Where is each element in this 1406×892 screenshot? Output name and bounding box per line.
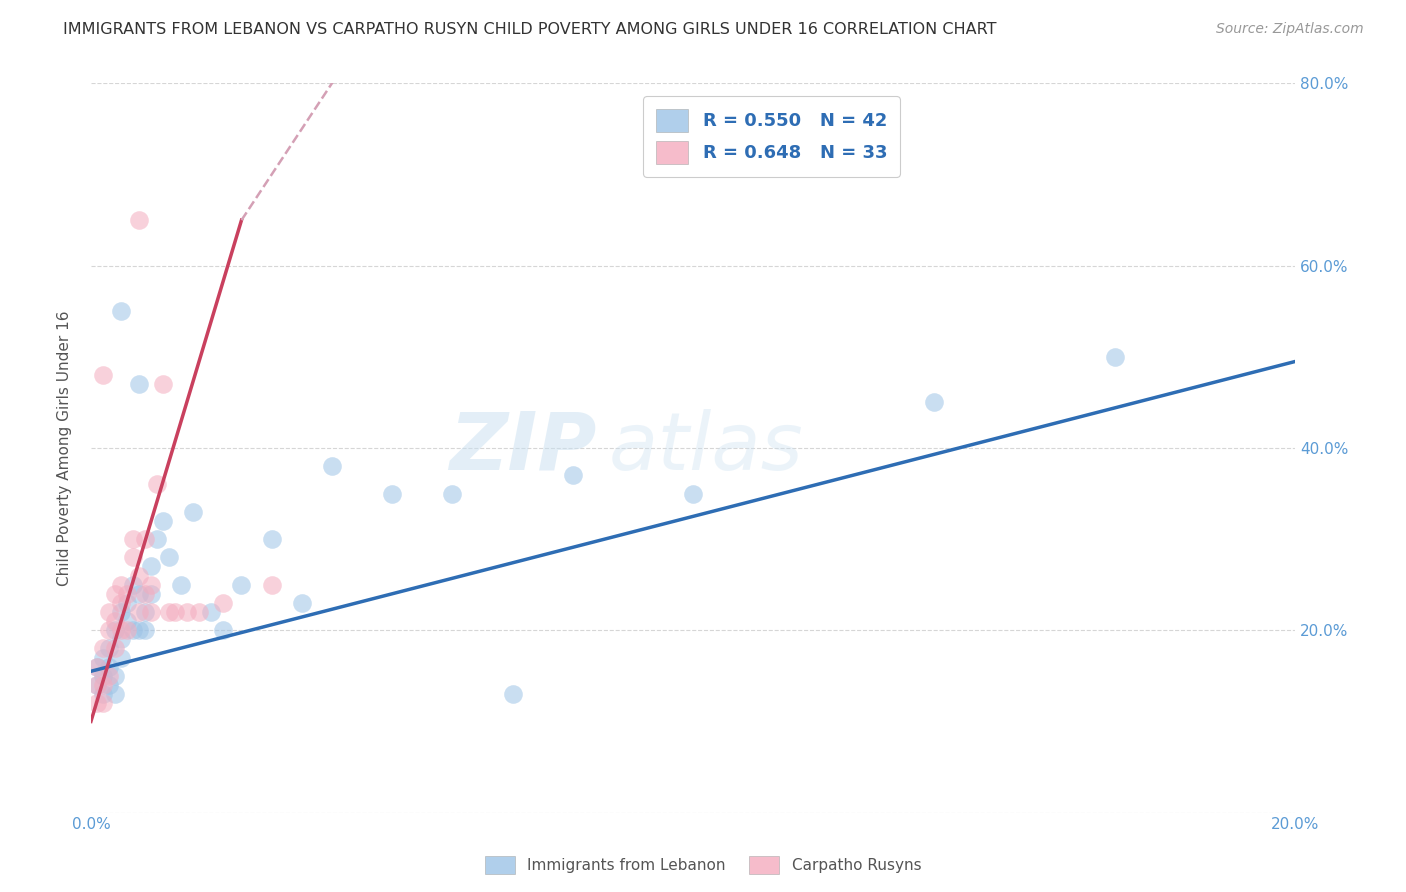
Point xyxy=(141,577,163,591)
Point xyxy=(86,678,108,692)
Point xyxy=(98,605,121,619)
Point xyxy=(134,624,156,638)
Point xyxy=(122,624,145,638)
Point xyxy=(321,459,343,474)
Point xyxy=(141,587,163,601)
Point xyxy=(104,669,127,683)
Point xyxy=(157,605,180,619)
Point xyxy=(146,532,169,546)
Legend: R = 0.550   N = 42, R = 0.648   N = 33: R = 0.550 N = 42, R = 0.648 N = 33 xyxy=(643,96,900,177)
Point xyxy=(1104,350,1126,364)
Legend: Immigrants from Lebanon, Carpatho Rusyns: Immigrants from Lebanon, Carpatho Rusyns xyxy=(478,850,928,880)
Point xyxy=(200,605,222,619)
Text: atlas: atlas xyxy=(609,409,804,487)
Point xyxy=(91,669,114,683)
Point xyxy=(157,550,180,565)
Point xyxy=(152,377,174,392)
Point xyxy=(115,596,138,610)
Point xyxy=(98,659,121,673)
Point xyxy=(86,696,108,710)
Text: ZIP: ZIP xyxy=(450,409,596,487)
Point xyxy=(212,596,235,610)
Point xyxy=(561,468,583,483)
Point xyxy=(115,624,138,638)
Point xyxy=(502,687,524,701)
Point xyxy=(682,486,704,500)
Point xyxy=(115,587,138,601)
Point xyxy=(104,624,127,638)
Point xyxy=(98,624,121,638)
Point xyxy=(188,605,211,619)
Point xyxy=(91,650,114,665)
Point xyxy=(922,395,945,409)
Point xyxy=(86,678,108,692)
Point xyxy=(291,596,314,610)
Point xyxy=(170,577,193,591)
Point xyxy=(134,532,156,546)
Point xyxy=(231,577,253,591)
Point xyxy=(110,650,132,665)
Point xyxy=(146,477,169,491)
Point xyxy=(104,687,127,701)
Point xyxy=(91,687,114,701)
Y-axis label: Child Poverty Among Girls Under 16: Child Poverty Among Girls Under 16 xyxy=(58,310,72,586)
Point xyxy=(152,514,174,528)
Point xyxy=(110,596,132,610)
Point xyxy=(176,605,198,619)
Point xyxy=(122,577,145,591)
Point xyxy=(122,532,145,546)
Point xyxy=(128,605,150,619)
Point xyxy=(165,605,187,619)
Point xyxy=(110,304,132,318)
Point xyxy=(86,659,108,673)
Point xyxy=(91,368,114,382)
Point xyxy=(260,532,283,546)
Point xyxy=(128,587,150,601)
Point xyxy=(98,678,121,692)
Point xyxy=(128,377,150,392)
Point xyxy=(381,486,404,500)
Point xyxy=(104,641,127,656)
Point xyxy=(128,568,150,582)
Point xyxy=(86,659,108,673)
Point xyxy=(91,696,114,710)
Point xyxy=(122,550,145,565)
Point xyxy=(110,624,132,638)
Point xyxy=(104,614,127,628)
Point xyxy=(141,559,163,574)
Point xyxy=(134,587,156,601)
Point xyxy=(104,587,127,601)
Text: IMMIGRANTS FROM LEBANON VS CARPATHO RUSYN CHILD POVERTY AMONG GIRLS UNDER 16 COR: IMMIGRANTS FROM LEBANON VS CARPATHO RUSY… xyxy=(63,22,997,37)
Point xyxy=(260,577,283,591)
Point xyxy=(98,669,121,683)
Point xyxy=(212,624,235,638)
Point xyxy=(110,577,132,591)
Point xyxy=(128,213,150,227)
Text: Source: ZipAtlas.com: Source: ZipAtlas.com xyxy=(1216,22,1364,37)
Point xyxy=(115,614,138,628)
Point xyxy=(91,678,114,692)
Point xyxy=(141,605,163,619)
Point xyxy=(110,605,132,619)
Point xyxy=(181,505,204,519)
Point xyxy=(128,624,150,638)
Point xyxy=(91,641,114,656)
Point xyxy=(98,641,121,656)
Point xyxy=(134,605,156,619)
Point xyxy=(441,486,464,500)
Point xyxy=(110,632,132,647)
